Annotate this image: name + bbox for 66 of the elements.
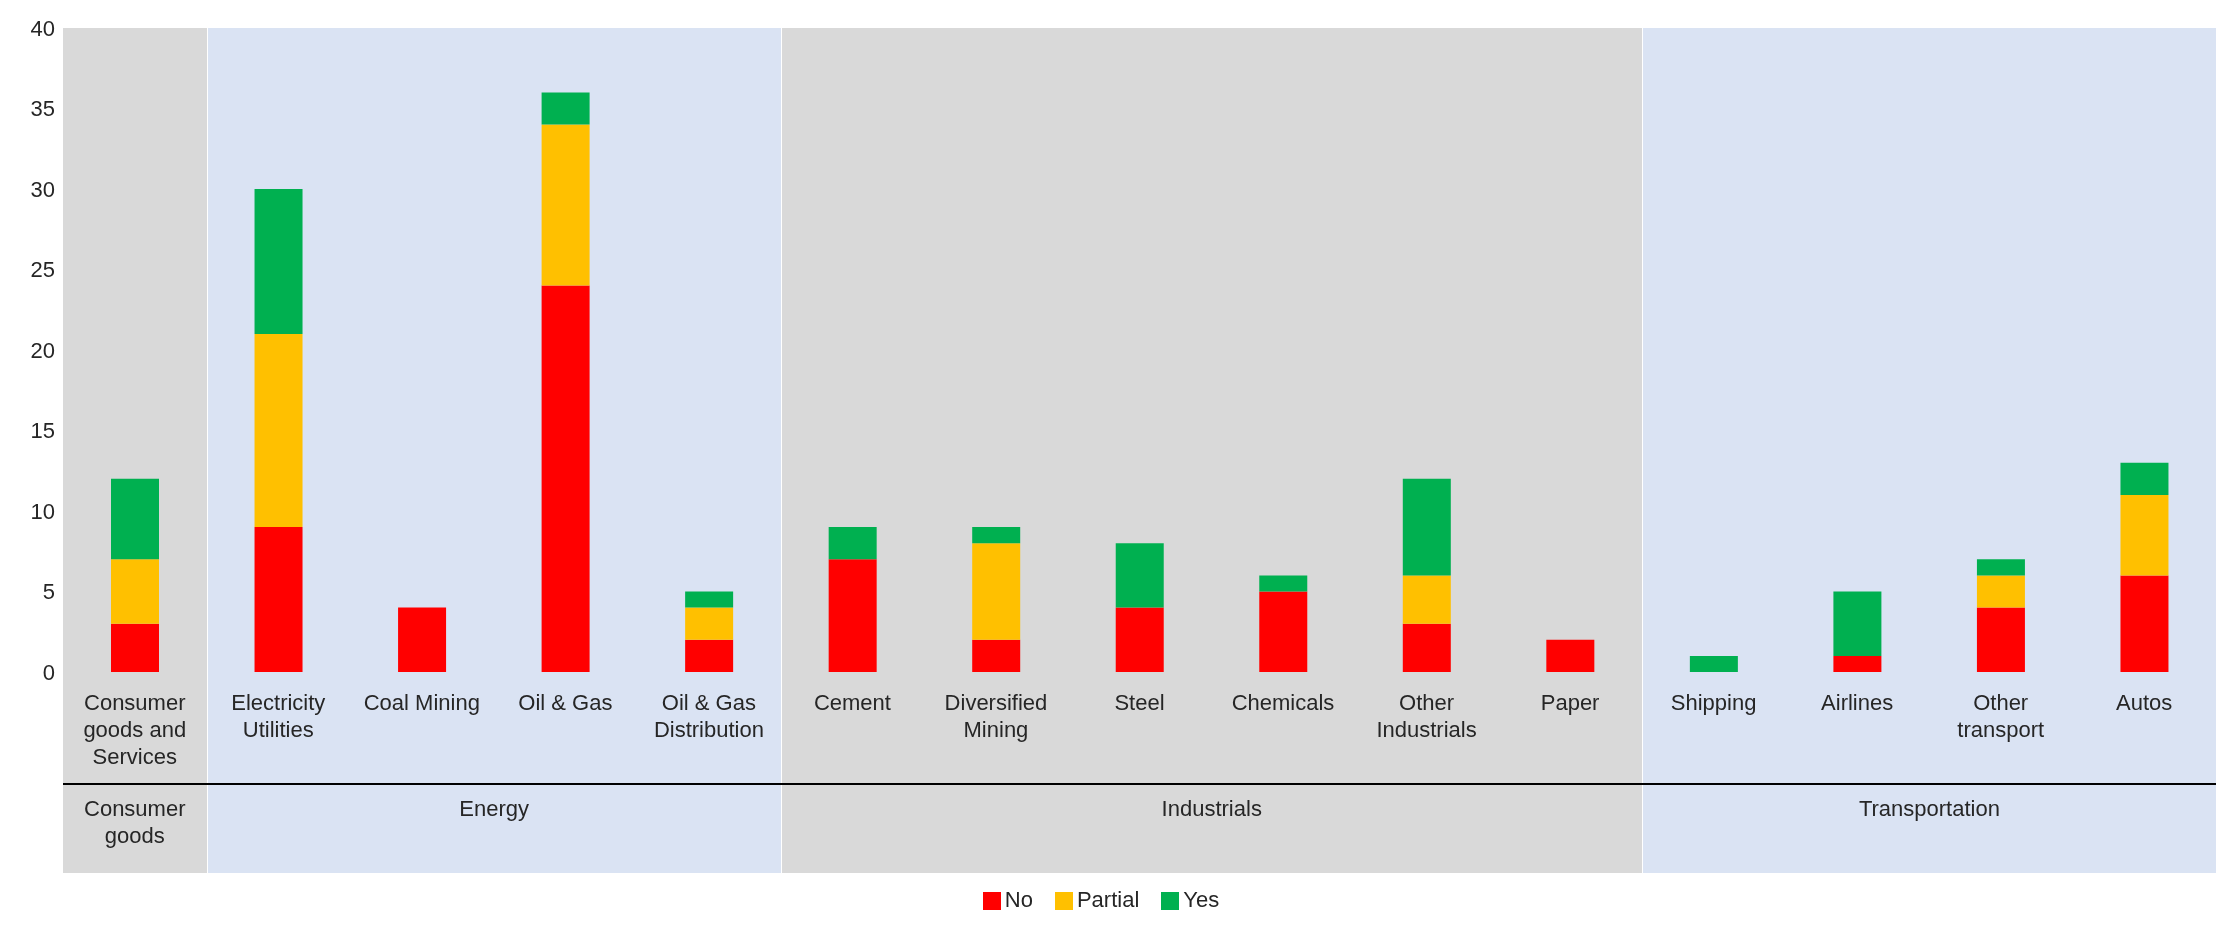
bar	[1259, 575, 1308, 592]
x-tick-label: Other Industrials	[1376, 690, 1477, 742]
bar	[972, 527, 1021, 544]
y-tick-label: 10	[30, 498, 55, 524]
bar	[1402, 623, 1451, 672]
x-tick-label: Coal Mining	[363, 690, 480, 715]
bar	[2120, 575, 2169, 672]
bar	[398, 607, 447, 672]
x-tick-label: Autos	[2116, 690, 2173, 715]
band-label: Consumer goods	[83, 795, 187, 849]
bar	[111, 478, 159, 560]
bar	[111, 559, 159, 624]
bar	[254, 527, 303, 672]
y-tick-label: 0	[42, 659, 55, 685]
y-tick-label: 15	[30, 418, 55, 444]
legend-label: Partial	[1076, 887, 1140, 912]
y-tick-label: 30	[30, 176, 55, 202]
y-tick-label: 25	[30, 257, 55, 283]
x-tick-label: Consumer goods and Services	[83, 690, 187, 769]
bar	[972, 543, 1021, 640]
y-tick-label: 40	[30, 15, 55, 41]
x-tick-label: Paper	[1540, 690, 1600, 715]
x-tick-label: Chemicals	[1231, 690, 1335, 715]
bar	[972, 639, 1021, 672]
bar	[2120, 462, 2169, 495]
x-tick-label: Cement	[813, 690, 891, 715]
bar	[685, 607, 734, 640]
band-label: Transportation	[1857, 795, 2001, 822]
bar	[1402, 478, 1451, 576]
legend-label: Yes	[1183, 887, 1220, 912]
band-label: Energy	[458, 795, 530, 822]
bar	[828, 559, 877, 672]
bar	[2120, 494, 2169, 576]
x-tick-label: Steel	[1114, 690, 1165, 715]
bar	[541, 124, 590, 286]
x-tick-label: Electricity Utilities	[231, 690, 326, 742]
x-tick-label: Diversified Mining	[944, 690, 1048, 742]
y-tick-label: 20	[30, 337, 55, 363]
bar	[685, 639, 734, 672]
bar	[541, 92, 590, 125]
bar	[1115, 543, 1164, 608]
x-tick-label: Other transport	[1957, 690, 2045, 742]
bar	[1976, 559, 2025, 576]
x-tick-label: Shipping	[1670, 690, 1757, 715]
x-tick-label: Oil & Gas	[518, 690, 613, 715]
bar	[1115, 607, 1164, 672]
x-tick-label: Oil & Gas Distribution	[653, 690, 764, 742]
bar	[1833, 591, 1882, 656]
bar	[254, 189, 303, 334]
bar	[541, 285, 590, 672]
bar	[685, 591, 734, 608]
bar	[828, 527, 877, 560]
legend-label: No	[1004, 887, 1033, 912]
bar	[1833, 655, 1882, 672]
bar	[1976, 607, 2025, 672]
bar	[1546, 639, 1595, 672]
y-tick-label: 35	[30, 96, 55, 122]
band-label: Industrials	[1160, 795, 1263, 822]
x-tick-label: Airlines	[1821, 690, 1894, 715]
bar	[254, 333, 303, 528]
y-tick-label: 5	[42, 579, 55, 605]
bar	[1259, 591, 1308, 672]
bar	[1689, 655, 1738, 672]
bar	[1976, 575, 2025, 608]
bar	[111, 623, 159, 672]
bar	[1402, 575, 1451, 624]
